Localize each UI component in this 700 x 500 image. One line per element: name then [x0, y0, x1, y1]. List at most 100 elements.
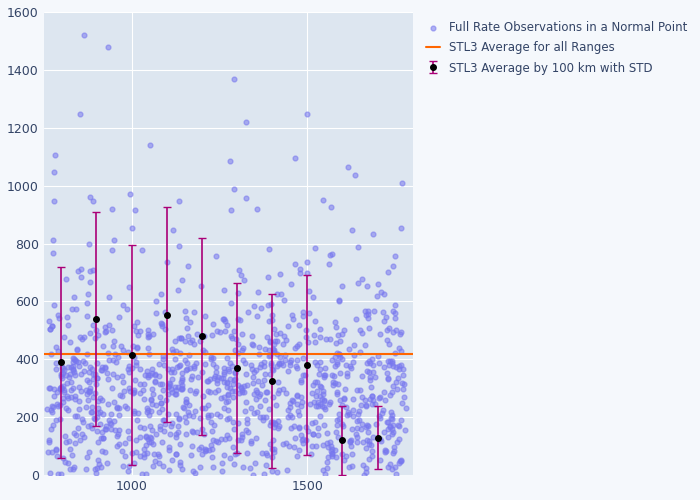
Full Rate Observations in a Normal Point — [328, 380, 339, 388]
Full Rate Observations in a Normal Point — [47, 402, 58, 410]
Full Rate Observations in a Normal Point — [165, 422, 176, 430]
Full Rate Observations in a Normal Point — [127, 364, 138, 372]
Full Rate Observations in a Normal Point — [325, 448, 336, 456]
Full Rate Observations in a Normal Point — [108, 370, 119, 378]
Full Rate Observations in a Normal Point — [87, 366, 98, 374]
Full Rate Observations in a Normal Point — [87, 393, 98, 401]
Full Rate Observations in a Normal Point — [312, 432, 323, 440]
Full Rate Observations in a Normal Point — [379, 396, 390, 404]
Full Rate Observations in a Normal Point — [108, 398, 120, 406]
Full Rate Observations in a Normal Point — [65, 378, 76, 386]
Full Rate Observations in a Normal Point — [47, 322, 58, 330]
Full Rate Observations in a Normal Point — [288, 422, 300, 430]
Full Rate Observations in a Normal Point — [99, 425, 111, 433]
Full Rate Observations in a Normal Point — [222, 396, 233, 404]
Full Rate Observations in a Normal Point — [232, 419, 243, 427]
Full Rate Observations in a Normal Point — [284, 358, 295, 366]
Full Rate Observations in a Normal Point — [198, 332, 209, 340]
Full Rate Observations in a Normal Point — [382, 268, 393, 276]
Full Rate Observations in a Normal Point — [106, 246, 118, 254]
Full Rate Observations in a Normal Point — [143, 333, 154, 341]
Full Rate Observations in a Normal Point — [254, 390, 265, 398]
Full Rate Observations in a Normal Point — [209, 420, 220, 428]
Full Rate Observations in a Normal Point — [97, 396, 108, 404]
Full Rate Observations in a Normal Point — [202, 401, 214, 409]
Full Rate Observations in a Normal Point — [345, 436, 356, 444]
Full Rate Observations in a Normal Point — [387, 428, 398, 436]
Full Rate Observations in a Normal Point — [300, 333, 312, 341]
Full Rate Observations in a Normal Point — [355, 348, 366, 356]
Full Rate Observations in a Normal Point — [253, 350, 264, 358]
Full Rate Observations in a Normal Point — [302, 270, 313, 278]
Full Rate Observations in a Normal Point — [176, 376, 187, 384]
Full Rate Observations in a Normal Point — [207, 463, 218, 471]
Full Rate Observations in a Normal Point — [372, 280, 384, 288]
Full Rate Observations in a Normal Point — [158, 354, 169, 362]
Full Rate Observations in a Normal Point — [318, 421, 330, 429]
Full Rate Observations in a Normal Point — [356, 425, 367, 433]
Full Rate Observations in a Normal Point — [60, 371, 71, 379]
Full Rate Observations in a Normal Point — [239, 388, 250, 396]
Full Rate Observations in a Normal Point — [331, 349, 342, 357]
Full Rate Observations in a Normal Point — [265, 370, 276, 378]
Full Rate Observations in a Normal Point — [90, 388, 101, 396]
Full Rate Observations in a Normal Point — [199, 446, 210, 454]
Full Rate Observations in a Normal Point — [56, 384, 67, 392]
Full Rate Observations in a Normal Point — [71, 412, 83, 420]
Full Rate Observations in a Normal Point — [382, 432, 393, 440]
Full Rate Observations in a Normal Point — [124, 434, 135, 442]
Full Rate Observations in a Normal Point — [190, 387, 202, 395]
Full Rate Observations in a Normal Point — [360, 464, 372, 472]
Full Rate Observations in a Normal Point — [373, 412, 384, 420]
Full Rate Observations in a Normal Point — [132, 331, 144, 339]
Full Rate Observations in a Normal Point — [375, 288, 386, 296]
Full Rate Observations in a Normal Point — [262, 274, 273, 281]
Full Rate Observations in a Normal Point — [325, 251, 336, 259]
Full Rate Observations in a Normal Point — [85, 384, 96, 392]
Full Rate Observations in a Normal Point — [378, 363, 389, 371]
Full Rate Observations in a Normal Point — [146, 366, 158, 374]
Full Rate Observations in a Normal Point — [275, 360, 286, 368]
Full Rate Observations in a Normal Point — [68, 429, 79, 437]
Full Rate Observations in a Normal Point — [83, 388, 94, 396]
Full Rate Observations in a Normal Point — [135, 390, 146, 398]
Full Rate Observations in a Normal Point — [156, 404, 167, 412]
Full Rate Observations in a Normal Point — [223, 365, 234, 373]
Full Rate Observations in a Normal Point — [229, 387, 240, 395]
Full Rate Observations in a Normal Point — [93, 331, 104, 339]
Full Rate Observations in a Normal Point — [286, 396, 297, 404]
Full Rate Observations in a Normal Point — [203, 446, 214, 454]
Full Rate Observations in a Normal Point — [118, 346, 129, 354]
Full Rate Observations in a Normal Point — [211, 376, 223, 384]
Full Rate Observations in a Normal Point — [81, 350, 92, 358]
Full Rate Observations in a Normal Point — [265, 351, 276, 359]
Full Rate Observations in a Normal Point — [129, 408, 140, 416]
Full Rate Observations in a Normal Point — [236, 330, 247, 338]
Full Rate Observations in a Normal Point — [293, 407, 304, 415]
Full Rate Observations in a Normal Point — [220, 436, 231, 444]
Full Rate Observations in a Normal Point — [393, 436, 405, 444]
Full Rate Observations in a Normal Point — [394, 458, 405, 466]
Full Rate Observations in a Normal Point — [354, 326, 365, 334]
Full Rate Observations in a Normal Point — [386, 430, 397, 438]
Full Rate Observations in a Normal Point — [384, 324, 395, 332]
Full Rate Observations in a Normal Point — [237, 356, 248, 364]
Full Rate Observations in a Normal Point — [195, 463, 206, 471]
Full Rate Observations in a Normal Point — [366, 392, 377, 400]
Full Rate Observations in a Normal Point — [337, 450, 348, 458]
Full Rate Observations in a Normal Point — [298, 439, 309, 447]
Full Rate Observations in a Normal Point — [69, 354, 80, 362]
Full Rate Observations in a Normal Point — [128, 409, 139, 417]
Full Rate Observations in a Normal Point — [67, 364, 78, 372]
Full Rate Observations in a Normal Point — [222, 354, 233, 362]
Full Rate Observations in a Normal Point — [187, 427, 198, 435]
Full Rate Observations in a Normal Point — [356, 394, 368, 402]
Full Rate Observations in a Normal Point — [271, 468, 282, 476]
Full Rate Observations in a Normal Point — [260, 413, 272, 421]
Full Rate Observations in a Normal Point — [290, 154, 301, 162]
Full Rate Observations in a Normal Point — [211, 437, 222, 445]
Full Rate Observations in a Normal Point — [44, 468, 55, 476]
Full Rate Observations in a Normal Point — [279, 351, 290, 359]
Full Rate Observations in a Normal Point — [69, 464, 80, 471]
Full Rate Observations in a Normal Point — [389, 349, 400, 357]
